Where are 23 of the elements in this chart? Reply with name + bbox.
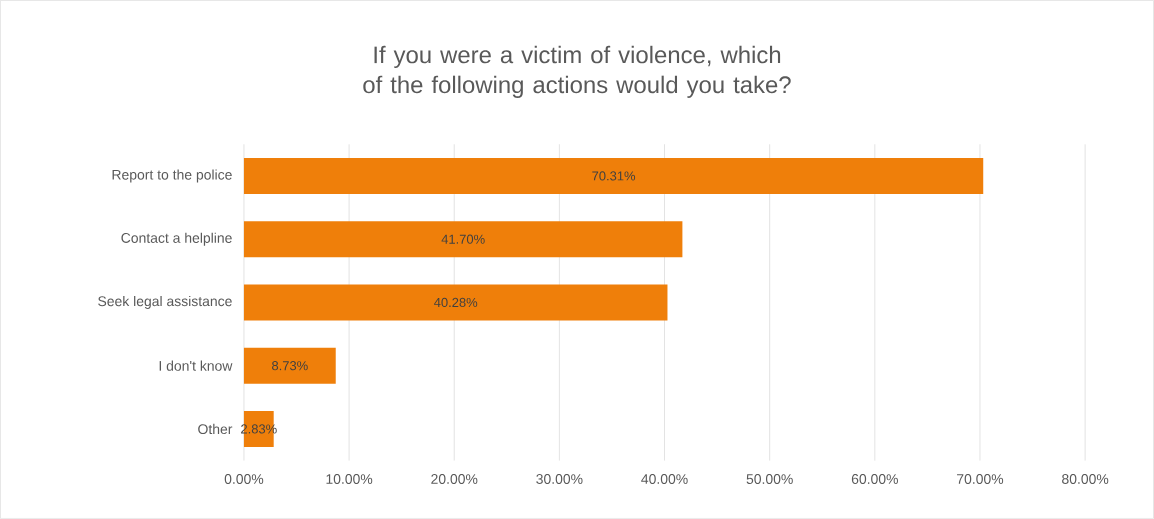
x-tick-label: 0.00% (224, 474, 264, 485)
y-tick-label: Seek legal assistance (98, 296, 232, 310)
y-tick-label: Contact a helpline (121, 232, 232, 246)
bar (243, 157, 984, 194)
bar (243, 347, 336, 384)
x-tick-label: 60.00% (851, 474, 898, 485)
bar (243, 284, 668, 321)
data-label: 8.73% (272, 361, 308, 371)
chart-title: If you were a victim of violence, which of the following actions would you take? (363, 45, 791, 99)
bar (243, 221, 683, 258)
x-tick-label: 20.00% (431, 474, 478, 485)
y-tick-label: Report to the police (112, 169, 232, 183)
x-tick-label: 70.00% (957, 474, 1004, 485)
x-tick-label: 10.00% (326, 474, 373, 485)
x-tick-label: 50.00% (746, 474, 793, 485)
data-label: 41.70% (441, 234, 485, 244)
data-label: 40.28% (434, 297, 478, 308)
x-tick-label: 30.00% (536, 474, 583, 485)
x-tick-label: 40.00% (641, 474, 688, 485)
y-tick-label: I don't know (159, 360, 233, 371)
y-tick-label: Other (198, 423, 233, 435)
x-tick-label: 80.00% (1062, 474, 1109, 485)
data-label: 70.31% (592, 171, 636, 181)
